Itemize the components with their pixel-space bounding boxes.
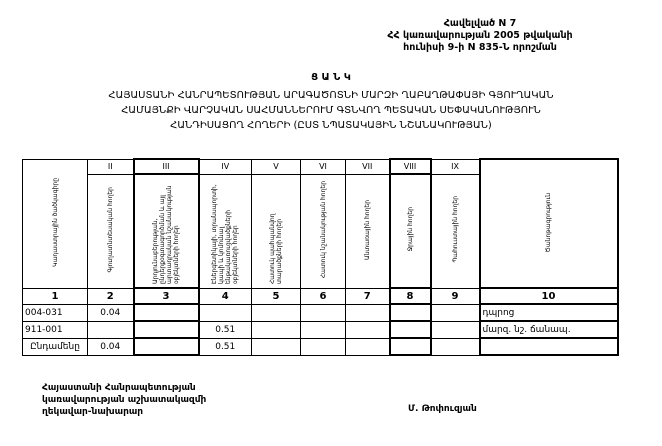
title-line: ՀԱՄԱՅՆՔԻ ՎԱՐՉԱԿԱՆ ՍԱՀՄԱՆՆԵՐՈՒՄ ԳՏՆՎՈՂ ՊԵ… [121,105,541,116]
number-cell: 4 [198,287,252,305]
header-cell: Արդյունաբերության, ընդերքօգտագործման և ա… [132,173,200,289]
table-cell: դպրոց [478,303,619,322]
header-cell: Անտառային հողեր [345,173,390,289]
table-cell [132,337,200,356]
footer-line: ղեկավար-նախարար [42,407,144,417]
header-cell: Պահուստային հողեր [430,173,480,289]
table-cell [430,303,480,322]
number-cell: 10 [478,287,619,305]
table-cell [87,320,134,339]
table-cell: 0.04 [87,303,134,322]
header-cell: Ջրային հողեր [388,173,432,289]
table-cell [300,337,346,356]
table-cell [132,320,200,339]
number-cell: 6 [300,287,346,305]
roman-cell: IV [198,158,252,175]
table-cell [478,337,619,356]
table-cell [300,320,346,339]
footer-line: կառավարության աշխատակազմի [42,395,207,405]
table-cell: մարզ. նշ. ճանապ. [478,320,619,339]
table-cell [388,320,432,339]
header-cell: Կադաստրային ծածկագիրը [22,158,88,289]
number-cell: 2 [87,287,134,305]
roman-cell: VII [345,158,390,175]
table-row: 911-001 0.51 մարզ. նշ. ճանապ. [22,320,619,339]
table-row: 004-031 0.04 դպրոց [22,303,619,322]
table-cell [251,320,301,339]
appendix-header: Հավելված N 7 ՀՀ կառավարության 2005 թվակա… [330,18,630,54]
header-line: հունիսի 9-ի N 835-Ն որոշման [403,42,557,53]
header-line: Հավելված N 7 [443,18,517,29]
table-cell [345,303,390,322]
number-cell: 5 [251,287,301,305]
table-cell: 0.51 [198,320,252,339]
table-row: Ընդամենը 0.04 0.51 [22,337,619,356]
number-cell: 9 [430,287,480,305]
table-cell [132,303,200,322]
header-cell: Հատուկ նշանակության հողեր [300,173,346,289]
table-cell [430,320,480,339]
roman-cell: III [132,158,200,175]
table-cell [198,303,252,322]
number-cell: 8 [388,287,432,305]
header-row: Գյուղատնտեսական հողեր Արդյունաբերության,… [23,173,618,289]
table-cell: 0.04 [87,337,134,356]
roman-cell: VIII [388,158,432,175]
header-line: ՀՀ կառավարության 2005 թվականի [387,30,573,41]
table-cell [345,320,390,339]
roman-cell: II [87,158,134,175]
roman-cell: VI [300,158,346,175]
footer-position: Հայաստանի Հանրապետության կառավարության ա… [42,382,206,418]
table-cell: Ընդամենը [22,337,88,356]
footer-line: Հայաստանի Հանրապետության [42,383,196,393]
header-cell: Հատուկ պահպանվող տարածքների հողեր [251,173,301,289]
roman-row: Կադաստրային ծածկագիրը II III IV V VI VII… [22,158,619,289]
table-cell [345,337,390,356]
land-table: Կադաստրային ծածկագիրը II III IV V VI VII… [22,158,619,356]
table-cell: 911-001 [22,320,88,339]
document-heading: Ց Ա Ն Կ [311,72,351,83]
roman-cell: IX [430,158,480,175]
table-cell [251,337,301,356]
title-line: ՀԱՆԴԻՍԱՑՈՂ ՀՈՂԵՐԻ (ԸՍՏ ՆՊԱՏԱԿԱՅԻՆ ՆՇԱՆԱԿ… [170,120,492,131]
table-cell: 0.51 [198,337,252,356]
table-cell [388,337,432,356]
table-cell: 004-031 [22,303,88,322]
table-cell [300,303,346,322]
number-cell: 7 [345,287,390,305]
header-cell: Էներգետիկայի, տրանսպորտի, կապի և կոմունա… [198,173,252,289]
table-cell [430,337,480,356]
roman-cell: V [251,158,301,175]
number-cell: 3 [132,287,200,305]
header-cell: Ծանոթագրություն [478,158,619,289]
signatory-name: Մ. Թոփուզյան [408,404,477,414]
title-line: ՀԱՅԱՍՏԱՆԻ ՀԱՆՐԱՊԵՏՈՒԹՅԱՆ ԱՐԱԳԱԾՈՏՆԻ ՄԱՐԶ… [108,90,554,101]
table-cell [251,303,301,322]
table-cell [388,303,432,322]
column-number-row: 1 2 3 4 5 6 7 8 9 10 [22,287,619,305]
header-cell: Գյուղատնտեսական հողեր [87,173,134,289]
document-title: ՀԱՅԱՍՏԱՆԻ ՀԱՆՐԱՊԵՏՈՒԹՅԱՆ ԱՐԱԳԱԾՈՏՆԻ ՄԱՐԶ… [0,88,662,133]
number-cell: 1 [22,287,88,305]
